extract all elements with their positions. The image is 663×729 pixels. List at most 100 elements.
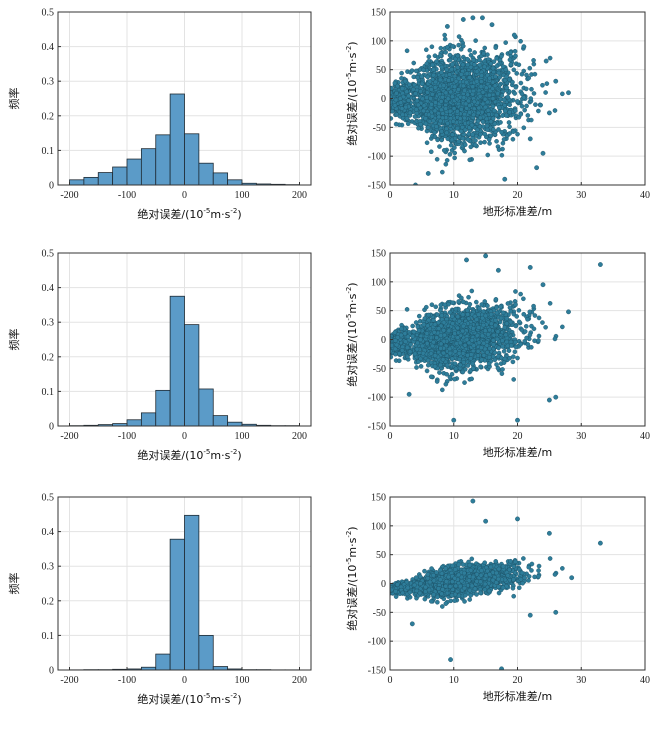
scatter-point <box>500 367 505 372</box>
scatter-point <box>412 114 418 119</box>
scatter-point <box>448 142 454 148</box>
scatter-point <box>492 121 498 127</box>
scatter-point <box>399 76 404 81</box>
scatter-point <box>444 372 450 377</box>
scatter-point <box>450 119 456 124</box>
scatter-point <box>527 309 533 315</box>
scatter-point <box>521 125 527 131</box>
scatter-point <box>496 127 501 132</box>
scatter-point <box>462 380 467 385</box>
scatter-point <box>482 139 487 145</box>
scatter-point <box>407 110 413 116</box>
x-tick-label: 10 <box>449 190 459 201</box>
scatter-point <box>438 302 444 308</box>
scatter-point <box>477 57 482 63</box>
histogram-bar <box>198 162 214 186</box>
scatter-point <box>441 328 447 333</box>
scatter-point <box>392 80 398 86</box>
scatter-point <box>482 299 488 304</box>
scatter-point <box>447 108 453 114</box>
scatter-point <box>484 350 490 355</box>
scatter-point <box>445 121 451 126</box>
scatter-point <box>460 43 466 49</box>
scatter-point <box>453 306 459 312</box>
histogram-bar <box>184 324 200 427</box>
scatter-point <box>515 131 520 137</box>
scatter-point <box>533 102 538 107</box>
scatter-point <box>411 74 417 80</box>
scatter-point <box>407 349 413 355</box>
y-tick-label: 0.5 <box>42 249 55 260</box>
scatter-point <box>518 112 524 117</box>
scatter-point <box>487 141 492 146</box>
scatter-point <box>438 45 444 51</box>
x-tick-label: 20 <box>513 190 523 201</box>
scatter-point <box>415 102 421 108</box>
scatter-point <box>435 312 440 317</box>
scatter-point <box>516 308 522 313</box>
scatter-point <box>507 57 513 63</box>
scatter-point <box>449 94 455 100</box>
scatter-point <box>420 96 425 102</box>
scatter-point <box>416 125 421 131</box>
histogram-bar <box>126 419 142 427</box>
scatter-point <box>484 116 489 122</box>
scatter-point <box>416 328 422 333</box>
scatter-point <box>426 317 431 323</box>
scatter-point <box>444 158 450 163</box>
scatter-point <box>467 110 472 115</box>
scatter-point <box>518 80 524 86</box>
scatter-point <box>438 99 444 104</box>
scatter-point <box>444 126 449 132</box>
scatter-point <box>418 89 423 94</box>
scatter-panel-1: 0 10 20 30 40-150-100-50050100150地形标准差/m绝对误差… <box>345 8 650 219</box>
scatter-point <box>512 349 518 355</box>
x-tick-label: -100 <box>118 190 136 201</box>
scatter-point <box>432 363 438 369</box>
scatter-point <box>515 355 520 361</box>
scatter-point <box>522 107 527 113</box>
scatter-point <box>404 89 410 95</box>
scatter-point <box>445 136 451 142</box>
scatter-point <box>493 45 499 50</box>
histogram-bar <box>198 388 214 427</box>
y-tick-label: 50 <box>376 65 386 76</box>
scatter-point <box>478 115 483 121</box>
y-tick-label: 0 <box>49 181 54 192</box>
scatter-point <box>494 305 499 310</box>
scatter-point <box>392 103 398 108</box>
x-axis-label-part: m·s <box>210 208 230 221</box>
scatter-point <box>413 91 418 96</box>
x-axis-label-part: -2 <box>230 448 237 456</box>
histogram-bar <box>83 176 99 186</box>
histogram-bar <box>212 172 229 186</box>
scatter-point <box>493 112 499 118</box>
scatter-point <box>523 86 529 92</box>
y-tick-label: 0.5 <box>42 8 55 19</box>
y-tick-label: -50 <box>373 123 386 134</box>
scatter-point <box>490 116 496 121</box>
scatter-point <box>462 88 467 93</box>
scatter-point <box>485 152 491 158</box>
scatter-point <box>470 361 475 367</box>
y-tick-label: 0.4 <box>42 42 55 53</box>
scatter-point <box>518 291 523 297</box>
scatter-point <box>479 73 484 78</box>
histogram-bar <box>126 158 142 186</box>
x-axis-label-part: -2 <box>230 207 237 215</box>
y-axis-label-part: -2 <box>345 46 353 53</box>
scatter-point <box>491 108 497 114</box>
scatter-point <box>501 349 507 354</box>
scatter-point <box>438 118 443 124</box>
scatter-point <box>475 118 481 124</box>
scatter-point <box>413 182 418 185</box>
scatter-point <box>461 95 467 100</box>
scatter-point <box>479 109 485 115</box>
scatter-point <box>503 67 509 72</box>
histogram-bar <box>140 412 157 427</box>
x-axis-label-part: -5 <box>203 448 210 456</box>
scatter-point <box>419 74 425 79</box>
scatter-point <box>483 313 488 319</box>
scatter-point <box>512 91 518 96</box>
